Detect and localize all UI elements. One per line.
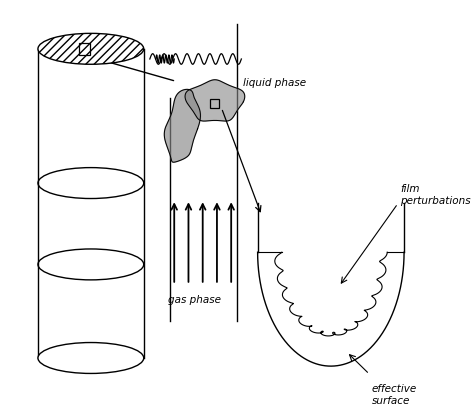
Polygon shape [164,89,200,162]
Text: liquid phase: liquid phase [243,79,306,88]
Ellipse shape [38,342,143,374]
Ellipse shape [38,33,143,64]
Polygon shape [185,80,244,121]
Text: effective
surface: effective surface [371,384,416,406]
Bar [79,43,90,55]
Text: film
perturbations: film perturbations [399,185,470,206]
Bar [210,99,219,108]
Text: gas phase: gas phase [168,295,220,305]
